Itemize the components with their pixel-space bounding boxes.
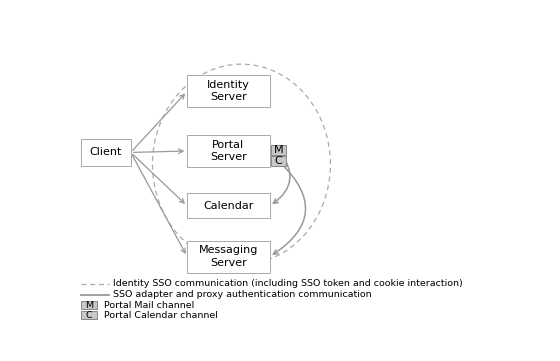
Text: Calendar: Calendar [203, 201, 254, 211]
FancyBboxPatch shape [187, 193, 270, 218]
Text: Identity SSO communication (including SSO token and cookie interaction): Identity SSO communication (including SS… [113, 279, 463, 288]
Text: Portal
Server: Portal Server [210, 140, 247, 162]
FancyBboxPatch shape [270, 156, 286, 166]
Text: C: C [274, 156, 282, 166]
Text: SSO adapter and proxy authentication communication: SSO adapter and proxy authentication com… [113, 290, 372, 299]
FancyBboxPatch shape [187, 241, 270, 273]
Text: Portal Calendar channel: Portal Calendar channel [104, 311, 218, 320]
Text: Portal Mail channel: Portal Mail channel [104, 301, 194, 310]
Text: C: C [86, 311, 92, 320]
FancyBboxPatch shape [81, 301, 97, 309]
FancyBboxPatch shape [81, 311, 97, 319]
Text: Client: Client [90, 147, 122, 157]
FancyBboxPatch shape [270, 144, 286, 155]
Text: Messaging
Server: Messaging Server [199, 245, 258, 268]
Text: M: M [273, 145, 283, 155]
Text: Identity
Server: Identity Server [207, 80, 250, 103]
FancyBboxPatch shape [187, 135, 270, 167]
Text: M: M [85, 301, 93, 310]
FancyBboxPatch shape [187, 75, 270, 107]
FancyBboxPatch shape [81, 139, 130, 166]
